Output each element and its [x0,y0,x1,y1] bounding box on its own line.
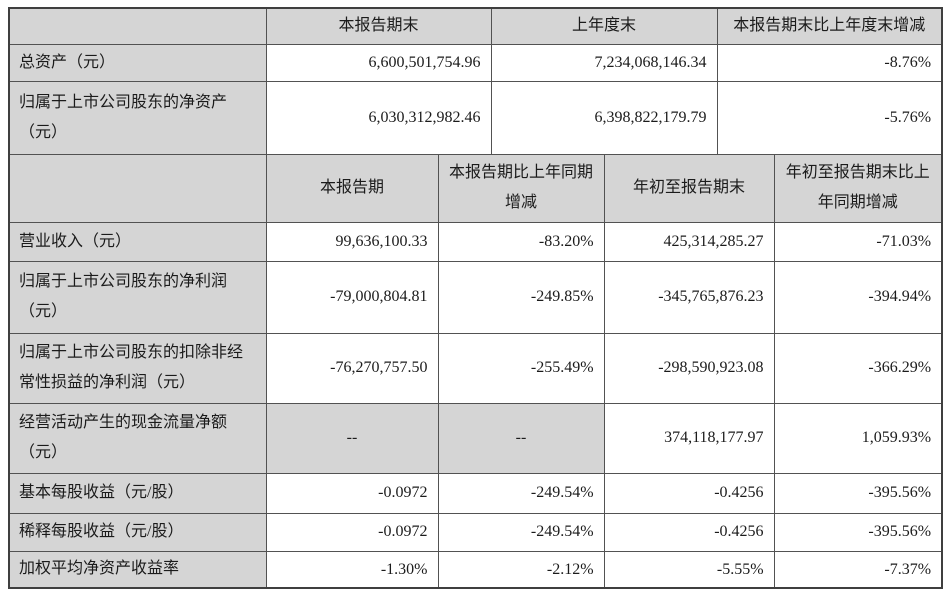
cell-value: -7.37% [773,550,943,589]
cell-value: -395.56% [773,472,943,514]
cell-value: -249.54% [437,472,605,514]
cell-value: 1,059.93% [773,402,943,474]
cell-value: -0.4256 [603,512,775,552]
balance-header-row: 本报告期末 上年度末 本报告期末比上年度末增减 [8,7,943,45]
cell-value: -8.76% [716,43,943,82]
cell-value: -0.0972 [265,512,439,552]
row-label: 营业收入（元） [8,221,267,262]
cell-value: -345,765,876.23 [603,260,775,334]
cell-value: -298,590,923.08 [603,332,775,404]
cell-value: 7,234,068,146.34 [490,43,718,82]
income-header-row: 本报告期 本报告期比上年同期增减 年初至报告期末 年初至报告期末比上年同期增减 [8,153,943,223]
table-row-revenue: 营业收入（元） 99,636,100.33 -83.20% 425,314,28… [8,221,943,262]
row-label: 经营活动产生的现金流量净额（元） [8,402,267,474]
row-label: 总资产（元） [8,43,267,82]
header-prior-year-end: 上年度末 [490,7,718,45]
cell-value: -71.03% [773,221,943,262]
row-label: 基本每股收益（元/股） [8,472,267,514]
cell-value: -2.12% [437,550,605,589]
cell-value: -394.94% [773,260,943,334]
cell-value: -79,000,804.81 [265,260,439,334]
cell-value: 6,030,312,982.46 [265,80,492,155]
cell-value: -0.4256 [603,472,775,514]
table-row-operating-cash-flow: 经营活动产生的现金流量净额（元） -- -- 374,118,177.97 1,… [8,402,943,474]
table-row-net-assets: 归属于上市公司股东的净资产（元） 6,030,312,982.46 6,398,… [8,80,943,155]
financial-summary-table: 本报告期末 上年度末 本报告期末比上年度末增减 总资产（元） 6,600,501… [8,7,944,589]
header-change-vs-prior-year-end: 本报告期末比上年度末增减 [716,7,943,45]
cell-value: -0.0972 [265,472,439,514]
cell-value: -5.55% [603,550,775,589]
header-year-to-date: 年初至报告期末 [603,153,775,223]
cell-value-na: -- [265,402,439,474]
header-current-period: 本报告期 [265,153,439,223]
table-row-total-assets: 总资产（元） 6,600,501,754.96 7,234,068,146.34… [8,43,943,82]
cell-value: -249.54% [437,512,605,552]
row-label: 稀释每股收益（元/股） [8,512,267,552]
cell-value-na: -- [437,402,605,474]
cell-value: -395.56% [773,512,943,552]
cell-value: -255.49% [437,332,605,404]
cell-value: -83.20% [437,221,605,262]
table-row-diluted-eps: 稀释每股收益（元/股） -0.0972 -249.54% -0.4256 -39… [8,512,943,552]
row-label: 归属于上市公司股东的扣除非经常性损益的净利润（元） [8,332,267,404]
table-row-basic-eps: 基本每股收益（元/股） -0.0972 -249.54% -0.4256 -39… [8,472,943,514]
cell-value: 6,398,822,179.79 [490,80,718,155]
table-row-weighted-avg-roe: 加权平均净资产收益率 -1.30% -2.12% -5.55% -7.37% [8,550,943,589]
row-label: 归属于上市公司股东的净资产（元） [8,80,267,155]
cell-value: 425,314,285.27 [603,221,775,262]
table-row-net-profit: 归属于上市公司股东的净利润（元） -79,000,804.81 -249.85%… [8,260,943,334]
table-row-net-profit-excl-nonrecurring: 归属于上市公司股东的扣除非经常性损益的净利润（元） -76,270,757.50… [8,332,943,404]
row-label: 归属于上市公司股东的净利润（元） [8,260,267,334]
cell-value: -366.29% [773,332,943,404]
cell-value: 374,118,177.97 [603,402,775,474]
cell-value: -1.30% [265,550,439,589]
row-label: 加权平均净资产收益率 [8,550,267,589]
cell-value: -249.85% [437,260,605,334]
header-change-vs-same-period: 本报告期比上年同期增减 [437,153,605,223]
cell-value: -5.76% [716,80,943,155]
cell-value: 6,600,501,754.96 [265,43,492,82]
corner-cell [8,153,267,223]
header-current-period-end: 本报告期末 [265,7,492,45]
corner-cell [8,7,267,45]
cell-value: 99,636,100.33 [265,221,439,262]
header-ytd-change-vs-same-period: 年初至报告期末比上年同期增减 [773,153,943,223]
cell-value: -76,270,757.50 [265,332,439,404]
